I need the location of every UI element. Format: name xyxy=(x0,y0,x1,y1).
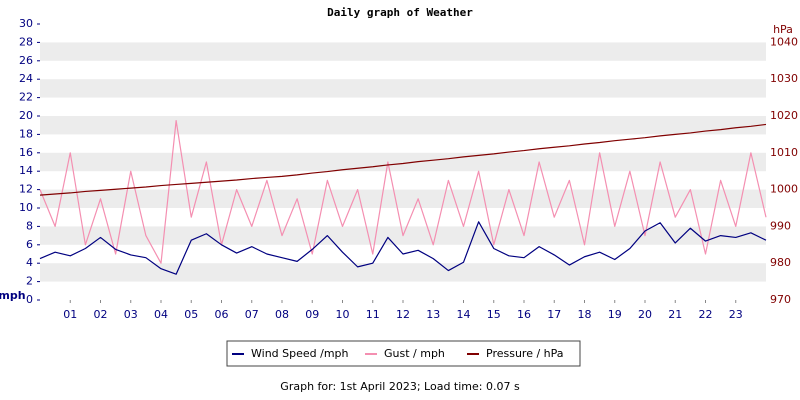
y2-axis-label: hPa xyxy=(773,23,793,36)
y-tick-label: 2 xyxy=(26,275,33,288)
chart-title: Daily graph of Weather xyxy=(327,6,473,19)
y-tick-label: 16 xyxy=(19,146,33,159)
y-tick-label: 18 xyxy=(19,127,33,140)
y2-tick-label: 1040 xyxy=(770,35,798,48)
x-tick-label: 01 xyxy=(63,308,77,321)
y2-tick-label: 990 xyxy=(770,219,791,232)
x-tick-label: 03 xyxy=(124,308,138,321)
x-tick-label: 11 xyxy=(366,308,380,321)
grid-band xyxy=(40,263,766,282)
series-line xyxy=(39,123,767,196)
x-tick-label: 14 xyxy=(457,308,471,321)
y-tick-label: 8 xyxy=(26,219,33,232)
y2-tick-label: 970 xyxy=(770,293,791,306)
y-tick-label: 28 xyxy=(19,35,33,48)
x-tick-label: 08 xyxy=(275,308,289,321)
x-tick-label: 16 xyxy=(517,308,531,321)
x-tick-label: 15 xyxy=(487,308,501,321)
legend-label: Gust / mph xyxy=(384,347,445,360)
legend-label: Wind Speed /mph xyxy=(251,347,349,360)
x-tick-label: 21 xyxy=(668,308,682,321)
y-tick-label: 4 xyxy=(26,256,33,269)
y-axis-label: mph xyxy=(0,289,26,302)
legend-label: Pressure / hPa xyxy=(486,347,564,360)
series-line xyxy=(39,120,767,264)
y2-tick-label: 980 xyxy=(770,256,791,269)
y-tick-label: 24 xyxy=(19,72,33,85)
x-tick-label: 20 xyxy=(638,308,652,321)
y-tick-label: 12 xyxy=(19,183,33,196)
x-tick-label: 06 xyxy=(215,308,229,321)
y-tick-label: 10 xyxy=(19,201,33,214)
y2-tick-label: 1020 xyxy=(770,109,798,122)
x-tick-label: 09 xyxy=(305,308,319,321)
y-tick-label: 0 xyxy=(26,293,33,306)
x-tick-label: 10 xyxy=(336,308,350,321)
x-tick-label: 22 xyxy=(699,308,713,321)
series-line xyxy=(39,221,767,275)
grid-band xyxy=(40,42,766,61)
x-tick-label: 13 xyxy=(426,308,440,321)
x-tick-label: 04 xyxy=(154,308,168,321)
grid-band xyxy=(40,116,766,135)
x-tick-label: 23 xyxy=(729,308,743,321)
x-tick-label: 12 xyxy=(396,308,410,321)
grid-band xyxy=(40,152,766,172)
x-tick-label: 19 xyxy=(608,308,622,321)
y-tick-label: 6 xyxy=(26,238,33,251)
footer: Graph for: 1st April 2023; Load time: 0.… xyxy=(280,380,520,393)
y-tick-label: 14 xyxy=(19,164,33,177)
grid-band xyxy=(40,189,766,208)
y-tick-label: 20 xyxy=(19,109,33,122)
y-tick-label: 22 xyxy=(19,91,33,104)
x-tick-label: 05 xyxy=(184,308,198,321)
x-tick-label: 07 xyxy=(245,308,259,321)
legend-box xyxy=(226,340,581,367)
y2-tick-label: 1030 xyxy=(770,72,798,85)
grid-band xyxy=(40,79,766,98)
x-tick-label: 02 xyxy=(94,308,108,321)
x-tick-label: 17 xyxy=(547,308,561,321)
y2-tick-label: 1010 xyxy=(770,146,798,159)
x-tick-label: 18 xyxy=(578,308,592,321)
y2-tick-label: 1000 xyxy=(770,183,798,196)
y-tick-label: 30 xyxy=(19,17,33,30)
y-tick-label: 26 xyxy=(19,54,33,67)
